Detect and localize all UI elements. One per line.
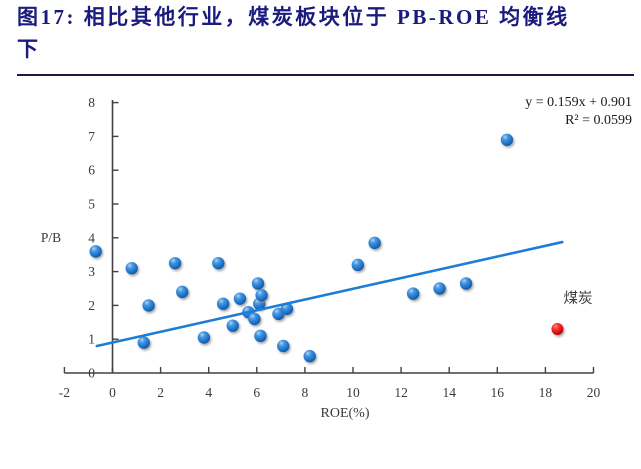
y-tick-label: 4: [88, 230, 95, 245]
x-tick-label: 8: [302, 385, 309, 400]
data-point: [197, 331, 211, 344]
x-tick-label: 18: [539, 385, 553, 400]
data-point: [137, 336, 150, 349]
x-tick-label: 14: [442, 385, 456, 400]
y-tick-label: 6: [88, 163, 95, 178]
coal-label: 煤炭: [564, 290, 593, 307]
data-point: [277, 339, 290, 353]
y-tick-label: 8: [88, 95, 95, 110]
data-point: [280, 302, 294, 315]
data-point: [233, 292, 247, 305]
trend-line: [95, 240, 564, 348]
data-point: [303, 349, 316, 363]
r-squared-text: R² = 0.0599: [565, 113, 632, 128]
x-tick-label: 4: [205, 385, 212, 400]
data-point: [254, 329, 267, 343]
x-tick-label: 0: [109, 385, 116, 400]
x-tick-label: 2: [157, 385, 164, 400]
x-tick-label: 16: [491, 385, 505, 400]
data-point: [255, 289, 268, 302]
data-point: [226, 319, 239, 332]
y-axis-title: P/B: [41, 230, 61, 245]
data-point: [168, 256, 182, 270]
y-tick-label: 1: [88, 332, 95, 347]
x-tick-label: 6: [253, 385, 260, 400]
figure-title-line1: 图17: 相比其他行业，煤炭板块位于 PB-ROE 均衡线: [17, 5, 570, 29]
title-underline: [17, 74, 634, 76]
data-point: [212, 256, 225, 270]
data-point: [125, 262, 138, 275]
data-point: [216, 297, 230, 310]
x-tick-label: 20: [587, 385, 601, 400]
y-tick-label: 3: [88, 264, 95, 279]
x-axis-title: ROE(%): [321, 406, 370, 421]
data-point: [351, 258, 365, 272]
data-point: [500, 133, 514, 146]
figure-title-line2: 下: [17, 37, 41, 61]
data-point: [251, 277, 265, 290]
equation-text: y = 0.159x + 0.901: [525, 95, 632, 110]
data-point: [89, 245, 102, 258]
data-point: [406, 287, 420, 300]
data-point: [433, 282, 446, 295]
x-tick-label: -2: [59, 385, 70, 400]
y-tick-label: 2: [88, 298, 95, 313]
x-tick-label: 10: [346, 385, 360, 400]
x-tick-label: 12: [394, 385, 408, 400]
data-point: [142, 299, 155, 312]
data-point: [248, 312, 261, 326]
data-point: [459, 277, 473, 290]
y-tick-label: 5: [88, 197, 95, 212]
figure-title: 图17: 相比其他行业，煤炭板块位于 PB-ROE 均衡线 下: [17, 1, 637, 65]
y-tick-label: 7: [88, 129, 95, 144]
data-point: [176, 285, 189, 299]
coal-point: [551, 323, 564, 336]
data-point: [368, 236, 381, 250]
